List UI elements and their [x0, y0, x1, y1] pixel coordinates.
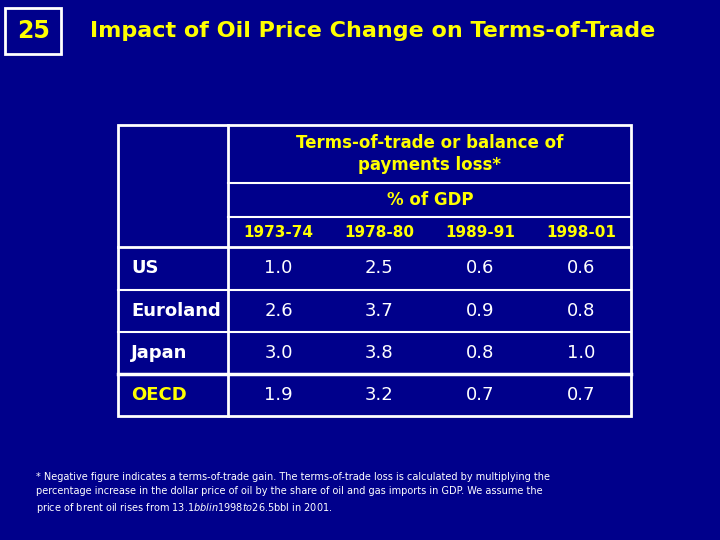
Text: 0.9: 0.9: [466, 302, 495, 320]
Text: Terms-of-trade or balance of
payments loss*: Terms-of-trade or balance of payments lo…: [296, 134, 564, 174]
Text: 0.6: 0.6: [466, 259, 495, 278]
Text: 1.0: 1.0: [567, 344, 595, 362]
Text: Euroland: Euroland: [131, 302, 221, 320]
Text: 25: 25: [17, 19, 50, 43]
Text: 2.6: 2.6: [264, 302, 293, 320]
Text: 3.8: 3.8: [365, 344, 394, 362]
Text: Japan: Japan: [131, 344, 187, 362]
Text: US: US: [131, 259, 158, 278]
Text: 0.8: 0.8: [466, 344, 495, 362]
Text: * Negative figure indicates a terms-of-trade gain. The terms-of-trade loss is ca: * Negative figure indicates a terms-of-t…: [36, 472, 550, 515]
Text: 1.9: 1.9: [264, 386, 293, 404]
Text: 1989-91: 1989-91: [445, 225, 515, 240]
Text: 0.8: 0.8: [567, 302, 595, 320]
Text: 1973-74: 1973-74: [243, 225, 314, 240]
Text: 1.0: 1.0: [264, 259, 293, 278]
Text: 2.5: 2.5: [365, 259, 394, 278]
Text: 0.7: 0.7: [466, 386, 495, 404]
Text: 3.0: 3.0: [264, 344, 293, 362]
Text: Impact of Oil Price Change on Terms-of-Trade: Impact of Oil Price Change on Terms-of-T…: [90, 21, 655, 42]
Text: 3.2: 3.2: [365, 386, 394, 404]
Text: OECD: OECD: [131, 386, 187, 404]
Text: 0.6: 0.6: [567, 259, 595, 278]
Text: 1998-01: 1998-01: [546, 225, 616, 240]
Text: 0.7: 0.7: [567, 386, 595, 404]
Text: 1978-80: 1978-80: [344, 225, 415, 240]
Text: 3.7: 3.7: [365, 302, 394, 320]
Text: % of GDP: % of GDP: [387, 191, 473, 209]
